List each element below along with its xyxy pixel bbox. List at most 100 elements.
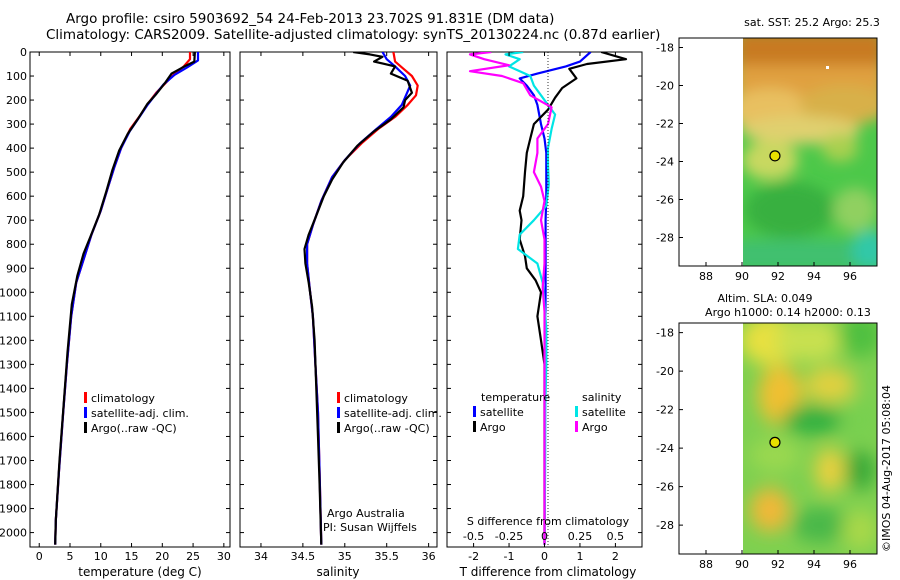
map-x-tick-label: 90 <box>735 270 749 283</box>
map-x-tick-label: 92 <box>771 558 785 571</box>
depth-tick-label: 200 <box>6 94 27 107</box>
x-tick-label: 15 <box>125 550 139 563</box>
sla-map-title-line2: Argo h1000: 0.14 h2000: 0.13 <box>705 306 871 319</box>
x-tick-label: 2 <box>612 550 619 563</box>
depth-tick-label: 1500 <box>0 406 27 419</box>
legend-label-climatology: climatology <box>91 392 155 405</box>
page-title-line2: Climatology: CARS2009. Satellite-adjuste… <box>46 27 661 43</box>
series-line-satellite-adj-clim- <box>306 52 412 545</box>
legend-swatch-argo <box>84 422 87 433</box>
map-y-tick-label: -28 <box>656 232 674 245</box>
map-y-tick-label: -24 <box>656 156 674 169</box>
legend-swatch-argo <box>337 422 340 433</box>
depth-tick-label: 1900 <box>0 503 27 516</box>
map-y-tick-label: -18 <box>656 327 674 340</box>
map-x-tick-label: 94 <box>807 270 821 283</box>
series-line-argo-raw-qc- <box>303 52 413 545</box>
temperature-x-axis: 0 5 10 15 20 25 30 <box>36 52 231 563</box>
salinity-plot-frame <box>239 51 438 548</box>
sla-map-axes: 88 90 92 94 96 -18 -20 -22 -24 -26 -28 <box>656 327 857 571</box>
series-line-s-satellite <box>504 52 557 545</box>
depth-tick-label: 0 <box>20 46 27 59</box>
temperature-series <box>54 52 200 545</box>
series-line-s-argo <box>468 52 553 545</box>
depth-tick-label: 100 <box>6 70 27 83</box>
legend-label-satellite: satellite-adj. clim. <box>91 407 189 420</box>
series-line-argo-raw-qc- <box>54 52 196 545</box>
map-x-tick-label: 96 <box>843 558 857 571</box>
legend-label-t-argo: Argo <box>480 421 506 434</box>
legend-swatch-t-argo <box>473 421 476 432</box>
salinity-xlabel: salinity <box>316 565 359 579</box>
legend-label-climatology: climatology <box>344 392 408 405</box>
map-y-tick-label: -26 <box>656 481 674 494</box>
x-tick-label: 35 <box>338 550 352 563</box>
difference-legend: temperature salinity satellite Argo sate… <box>473 391 626 434</box>
legend-title-temperature: temperature <box>481 391 550 404</box>
map-y-tick-label: -24 <box>656 442 674 455</box>
x-tick-label: 36 <box>422 550 436 563</box>
temperature-legend: climatology satellite-adj. clim. Argo(..… <box>84 392 189 435</box>
x-tick-label: 35.5 <box>374 550 399 563</box>
x-top-tick-label: 0.5 <box>607 530 625 543</box>
series-line-climatology <box>306 52 419 545</box>
x-tick-label: -1 <box>504 550 515 563</box>
series-line-satellite-adj-clim- <box>54 52 200 545</box>
argo-australia-label: Argo Australia <box>327 507 405 520</box>
legend-swatch-satellite <box>337 407 340 418</box>
x-tick-label: 10 <box>94 550 108 563</box>
legend-label-s-satellite: satellite <box>582 406 626 419</box>
salinity-x-axis: 34 34.5 35 35.5 36 <box>254 52 436 563</box>
map-y-tick-label: -22 <box>656 404 674 417</box>
x-tick-label: 34.5 <box>291 550 316 563</box>
argo-position-marker <box>769 436 781 448</box>
depth-tick-label: 1800 <box>0 479 27 492</box>
x-tick-label: 5 <box>67 550 74 563</box>
series-line-climatology <box>54 52 192 545</box>
depth-tick-label: 1600 <box>0 430 27 443</box>
legend-label-s-argo: Argo <box>582 421 608 434</box>
difference-series <box>468 52 628 545</box>
depth-tick-label: 2000 <box>0 527 27 540</box>
depth-tick-label: 800 <box>6 238 27 251</box>
map-y-tick-label: -20 <box>656 365 674 378</box>
legend-label-t-satellite: satellite <box>480 406 524 419</box>
temperature-xlabel: temperature (deg C) <box>78 565 201 579</box>
legend-swatch-t-satellite <box>473 406 476 417</box>
map-y-tick-label: -22 <box>656 118 674 131</box>
sla-heatmap <box>743 323 877 554</box>
x-tick-label: 34 <box>254 550 268 563</box>
legend-swatch-climatology <box>337 392 340 403</box>
page-title-line1: Argo profile: csiro 5903692_54 24-Feb-20… <box>66 11 555 27</box>
map-x-tick-label: 94 <box>807 558 821 571</box>
legend-label-argo: Argo(..raw -QC) <box>344 422 430 435</box>
x-tick-label: -2 <box>468 550 479 563</box>
map-y-tick-label: -18 <box>656 42 674 55</box>
depth-tick-label: 1000 <box>0 286 27 299</box>
x-tick-label: 25 <box>186 550 200 563</box>
argo-position-marker <box>769 150 781 162</box>
map-y-tick-label: -20 <box>656 80 674 93</box>
x-top-tick-label: -0.25 <box>495 530 523 543</box>
x-top-tick-label: 0.25 <box>568 530 593 543</box>
depth-tick-label: 1200 <box>0 334 27 347</box>
x-tick-label: 0 <box>36 550 43 563</box>
difference-x-axis: -2 -1 0 1 2 -0.5 -0.25 0 0.25 0.5 <box>463 52 624 563</box>
map-x-tick-label: 88 <box>699 558 713 571</box>
x-tick-label: 1 <box>576 550 583 563</box>
legend-swatch-s-satellite <box>575 406 578 417</box>
legend-label-satellite: satellite-adj. clim. <box>344 407 442 420</box>
temperature-plot-frame <box>29 51 231 548</box>
depth-tick-label: 600 <box>6 190 27 203</box>
depth-tick-label: 400 <box>6 142 27 155</box>
difference-xlabel-bottom: T difference from climatology <box>459 565 637 579</box>
depth-tick-label: 1100 <box>0 310 27 323</box>
x-tick-label: 0 <box>541 550 548 563</box>
map-x-tick-label: 96 <box>843 270 857 283</box>
depth-tick-label: 1300 <box>0 358 27 371</box>
depth-tick-label: 700 <box>6 214 27 227</box>
map-x-tick-label: 88 <box>699 270 713 283</box>
series-line-t-satellite <box>518 52 592 545</box>
map-x-tick-label: 90 <box>735 558 749 571</box>
